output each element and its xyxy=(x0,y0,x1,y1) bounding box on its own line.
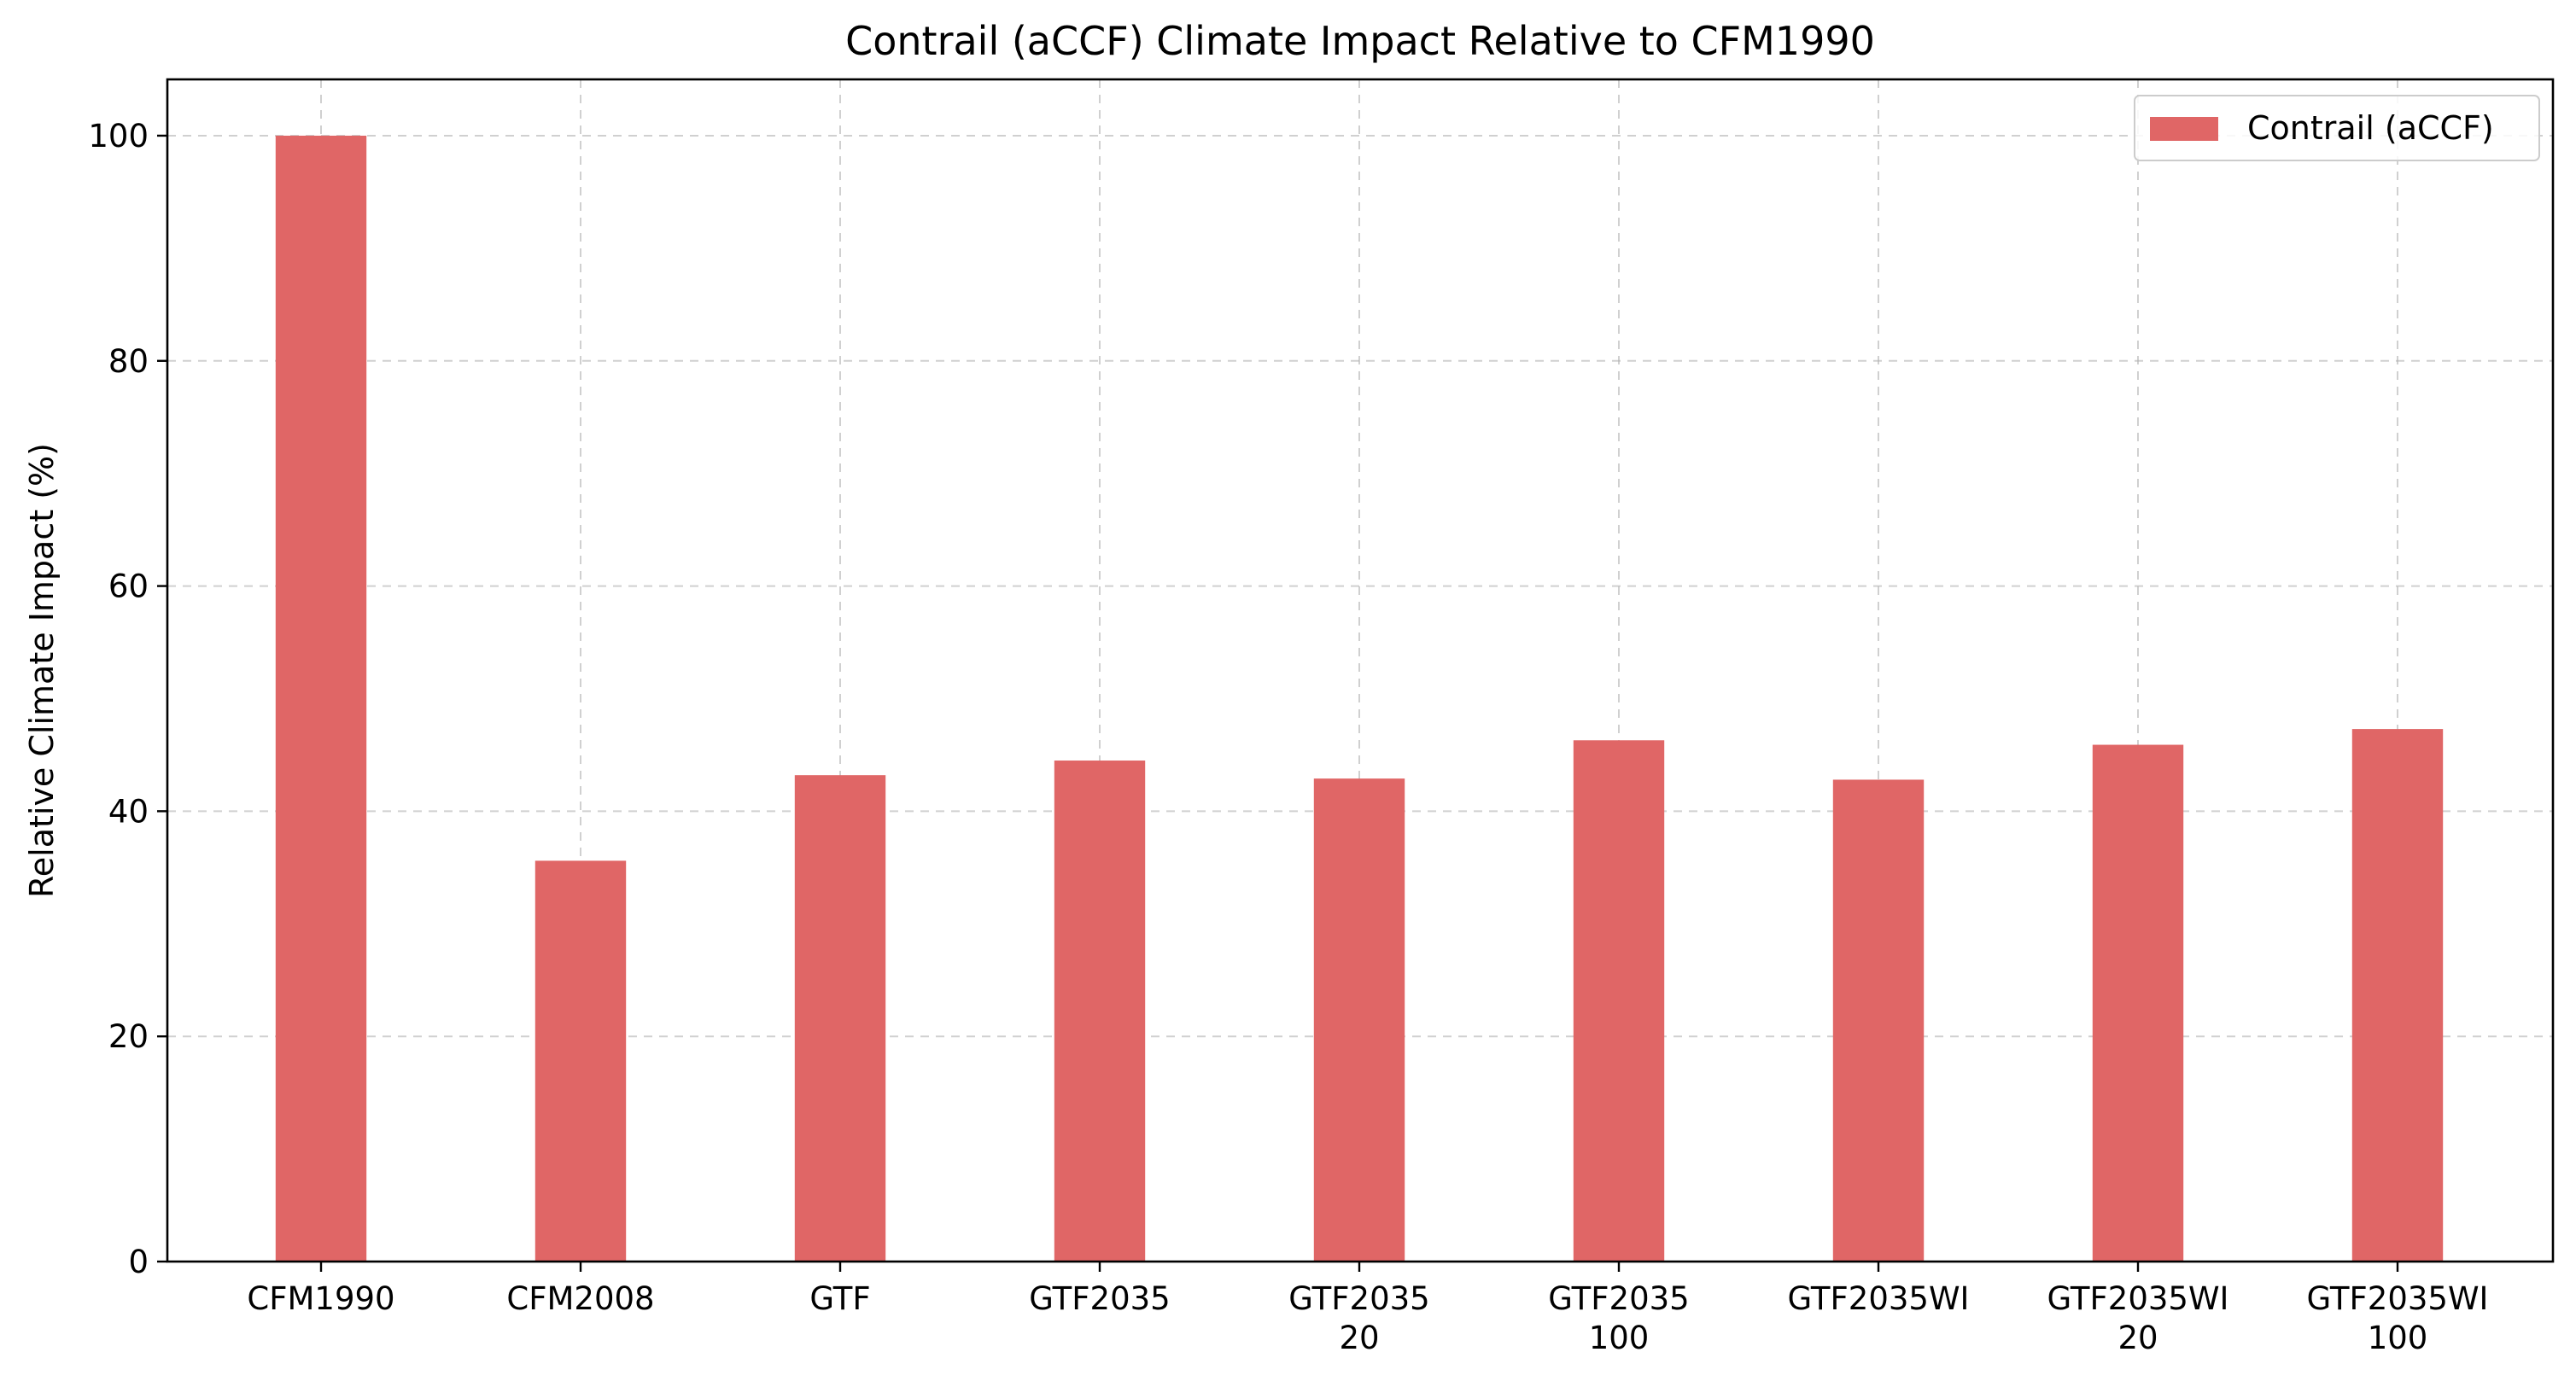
bar xyxy=(534,860,627,1262)
legend-label: Contrail (aCCF) xyxy=(2247,109,2494,147)
x-tick-label: GTF2035WI 100 xyxy=(2307,1280,2489,1356)
bars xyxy=(275,135,2444,1262)
x-axis-ticks: CFM1990 CFM2008 GTF GTF2035 GTF2035 20 GTF2035… xyxy=(247,1262,2488,1356)
bar xyxy=(1832,779,1925,1262)
bar xyxy=(1054,761,1146,1262)
y-tick-label: 0 xyxy=(128,1244,149,1280)
legend-box xyxy=(2134,95,2540,161)
y-tick-label: 100 xyxy=(88,118,149,154)
x-tick-label: GTF2035 20 xyxy=(1288,1280,1429,1356)
bar xyxy=(2092,744,2184,1262)
y-tick-label: 60 xyxy=(108,568,149,605)
bar xyxy=(1313,778,1405,1262)
bar xyxy=(2351,729,2444,1262)
bar xyxy=(1573,740,1665,1262)
x-tick-label: GTF xyxy=(809,1280,870,1317)
chart-title: Contrail (aCCF) Climate Impact Relative … xyxy=(845,18,1875,64)
y-tick-label: 40 xyxy=(108,793,149,830)
y-tick-label: 20 xyxy=(108,1018,149,1055)
y-axis-label: Relative Climate Impact (%) xyxy=(23,443,61,898)
x-tick-label: CFM2008 xyxy=(506,1280,654,1317)
legend: Contrail (aCCF) xyxy=(2134,95,2540,161)
bar xyxy=(794,775,886,1262)
y-tick-label: 80 xyxy=(108,343,149,380)
y-axis-ticks: 0 20 40 60 80 100 xyxy=(88,118,167,1280)
x-tick-label: GTF2035 xyxy=(1029,1280,1170,1317)
x-tick-label: GTF2035WI xyxy=(1788,1280,1970,1317)
bar xyxy=(275,135,367,1262)
x-tick-label: CFM1990 xyxy=(247,1280,394,1317)
x-tick-label: GTF2035WI 20 xyxy=(2047,1280,2229,1356)
x-tick-label: GTF2035 100 xyxy=(1548,1280,1689,1356)
legend-swatch xyxy=(2150,117,2218,141)
